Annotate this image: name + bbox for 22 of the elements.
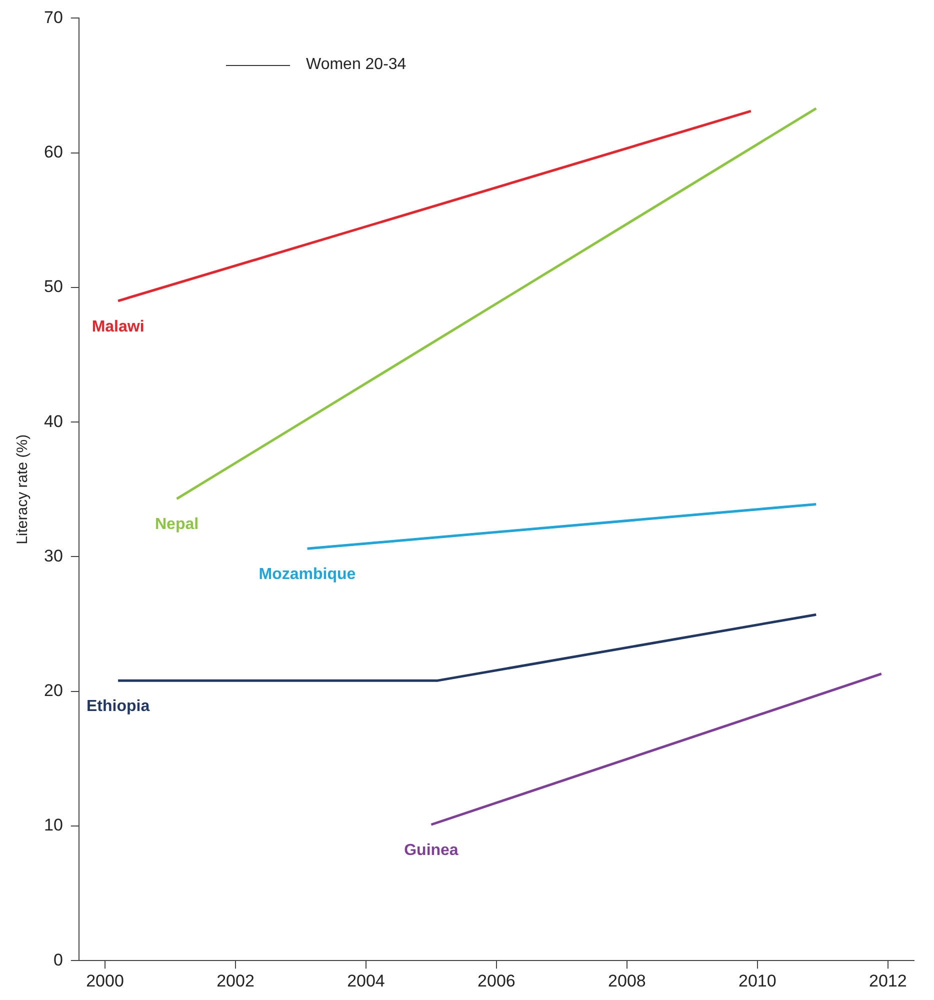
x-tick-label: 2004 [347, 971, 385, 990]
series-label: Malawi [92, 318, 144, 336]
x-tick-label: 2006 [478, 971, 516, 990]
y-axis-title: Literacy rate (%) [14, 434, 32, 544]
y-tick-label: 40 [44, 412, 63, 431]
x-tick-label: 2000 [86, 971, 124, 990]
annotation: Women 20-34 [306, 56, 406, 74]
series-label: Ethiopia [86, 698, 150, 715]
x-tick-label: 2002 [216, 971, 254, 990]
y-tick-label: 0 [53, 950, 63, 970]
y-tick-label: 20 [44, 681, 63, 700]
y-tick-label: 70 [44, 8, 63, 27]
series-label: Nepal [154, 516, 199, 534]
x-tick-label: 2012 [868, 971, 907, 990]
y-tick-label: 30 [44, 546, 63, 566]
y-tick-label: 10 [44, 816, 63, 835]
series-label: Guinea [404, 842, 458, 860]
y-tick-label: 50 [44, 277, 63, 296]
y-tick-label: 60 [44, 142, 63, 162]
x-tick-label: 2008 [608, 971, 646, 990]
x-tick-label: 2010 [738, 971, 776, 990]
series-label: Mozambique [258, 566, 356, 584]
